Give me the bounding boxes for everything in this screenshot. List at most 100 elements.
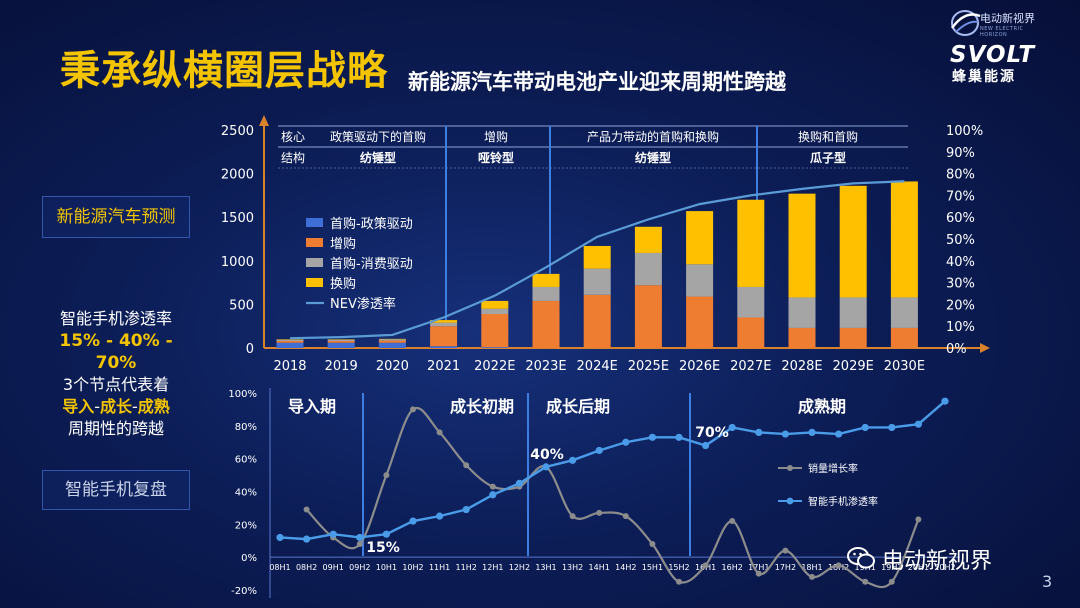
bar-segment <box>788 297 816 328</box>
x-tick-label: 11H2 <box>456 563 477 572</box>
legend-label: 首购-消费驱动 <box>330 256 413 272</box>
smartphone-penetration-point <box>382 530 390 538</box>
legend-swatch <box>306 278 323 287</box>
phase-intro: 导入 <box>62 397 95 416</box>
sales-growth-point <box>888 578 895 585</box>
bar-segment <box>890 181 918 298</box>
x-tick-label: 14H1 <box>589 563 610 572</box>
bar-segment <box>430 346 458 348</box>
bar-segment <box>327 342 355 348</box>
legend-label: 销量增长率 <box>808 462 858 475</box>
logo-english-text: NEW ELECTRIC HORIZON <box>980 26 1024 38</box>
bar-segment <box>430 322 458 327</box>
legend-marker <box>787 465 793 471</box>
header-core-label: 增购 <box>484 129 508 144</box>
smartphone-penetration-point <box>808 428 816 436</box>
smartphone-penetration-point <box>409 517 417 525</box>
smartphone-penetration-point <box>755 428 763 436</box>
x-tick-label: 2025E <box>628 359 669 374</box>
smartphone-summary-phases: 导入-成长-成熟 <box>42 396 190 418</box>
smartphone-penetration-point <box>462 505 470 514</box>
bar-segment <box>634 226 662 253</box>
y-tick-label: 1500 <box>221 211 254 226</box>
phase-sep-2: - <box>132 397 138 416</box>
legend-label: NEV渗透率 <box>330 296 396 312</box>
sales-growth-point <box>569 513 576 520</box>
smartphone-penetration-point <box>702 441 710 450</box>
phase-label: 成长初期 <box>450 397 514 416</box>
bar-segment <box>634 252 662 286</box>
bar-segment <box>737 286 765 318</box>
nev-penetration-line <box>289 180 905 340</box>
header-structure-label: 瓜子型 <box>810 150 846 165</box>
bar-segment <box>532 273 560 287</box>
bar-segment <box>378 342 406 348</box>
bar-segment <box>890 327 918 348</box>
bar-segment <box>737 317 765 348</box>
x-tick-label: 15H2 <box>668 563 689 572</box>
phase-mature: 成熟 <box>137 397 170 416</box>
phase-label: 成长后期 <box>546 397 610 416</box>
sales-growth-point <box>436 429 443 436</box>
sales-growth-point <box>729 518 736 525</box>
smartphone-penetration-point <box>276 533 284 542</box>
bar-segment <box>737 199 765 287</box>
bar-segment <box>481 313 509 348</box>
legend-marker <box>786 497 794 505</box>
y-tick-label: 20% <box>235 520 257 531</box>
watermark-text: 电动新视界 <box>882 549 993 574</box>
bar-segment <box>276 341 304 343</box>
logo-brand: SVOLT <box>950 42 1036 68</box>
x-tick-label: 12H1 <box>482 563 503 572</box>
callout-label: 40% <box>530 447 564 463</box>
x-tick-label: 2027E <box>730 359 771 374</box>
y-tick-label: 100% <box>228 389 257 400</box>
y-tick-label: 500 <box>229 298 254 313</box>
x-tick-label: 17H1 <box>748 563 769 572</box>
y2-tick-label: 20% <box>946 298 975 313</box>
x-tick-label: 12H2 <box>509 563 530 572</box>
smartphone-penetration-line <box>279 400 946 541</box>
bar-segment <box>481 347 509 348</box>
x-tick-label: 2024E <box>577 359 618 374</box>
x-tick-label: 2026E <box>679 359 720 374</box>
page-number: 3 <box>1042 572 1053 591</box>
y2-tick-label: 70% <box>946 189 975 204</box>
x-tick-label: 2022E <box>474 359 515 374</box>
nev-forecast-label: 新能源汽车预测 <box>42 196 190 238</box>
phase-growth: 成长 <box>99 397 132 416</box>
x-tick-label: 08H1 <box>269 563 290 572</box>
sales-growth-point <box>676 578 682 585</box>
x-tick-label: 09H2 <box>349 563 370 572</box>
smartphone-penetration-point <box>569 456 577 464</box>
bar-segment <box>583 294 611 348</box>
bar-segment <box>686 264 714 297</box>
bar-segment <box>583 268 611 295</box>
callout-label: 70% <box>695 425 729 441</box>
bar-segment <box>634 285 662 348</box>
y2-tick-label: 100% <box>946 124 983 139</box>
x-tick-label: 2028E <box>781 359 822 374</box>
smartphone-penetration-point <box>648 433 657 441</box>
smartphone-penetration-point <box>835 430 843 438</box>
x-tick-label: 11H1 <box>429 563 450 572</box>
y2-tick-label: 10% <box>946 320 975 335</box>
sales-growth-line <box>305 406 920 589</box>
sales-growth-point <box>809 573 815 580</box>
x-tick-label: 2021 <box>427 359 460 374</box>
header-row2-label: 结构 <box>281 150 305 165</box>
sales-growth-point <box>915 516 922 523</box>
y2-tick-label: 80% <box>946 168 975 183</box>
sales-growth-point <box>463 462 470 469</box>
y-tick-label: 80% <box>235 422 257 433</box>
smartphone-penetration-point <box>489 491 497 499</box>
y-tick-label: 2000 <box>221 168 254 183</box>
bar-segment <box>327 339 355 342</box>
x-tick-label: 08H2 <box>296 563 317 572</box>
x-tick-label: 2018 <box>273 359 306 374</box>
bar-segment <box>430 320 458 323</box>
globe-logo-icon <box>950 10 981 36</box>
phase-label: 导入期 <box>288 397 336 416</box>
logo-brand-cn: 蜂巢能源 <box>952 69 1016 85</box>
